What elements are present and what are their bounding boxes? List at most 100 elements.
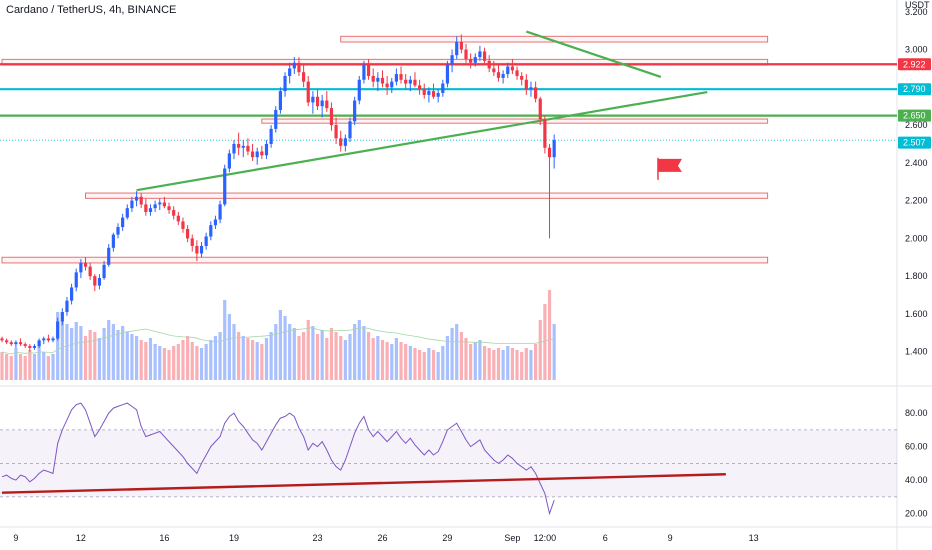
candle [186,225,190,243]
candle [492,60,496,76]
volume-bar [204,344,208,380]
volume-bar [404,344,408,380]
time-tick-label: 13 [749,533,759,543]
candle [51,336,55,343]
volume-ma-line [1,327,555,355]
candle [0,336,4,343]
candle [473,53,477,67]
trendline [525,30,662,78]
candle-body [464,49,468,59]
volume-bar [190,342,194,380]
candle-body [0,338,4,341]
candle [510,58,514,75]
candle-body [186,228,190,239]
volume-bar [380,340,385,380]
candle-body [339,138,343,146]
volume-bar [97,338,102,380]
time-tick-label: 26 [377,533,387,543]
candle [329,102,334,131]
candle-body [418,85,422,90]
candle [102,261,106,280]
volume-bar [297,336,301,380]
volume-bar [250,340,255,380]
volume-bar [37,344,41,380]
volume-bar [148,338,153,380]
candle-body [260,151,264,156]
time-tick-label: 12 [76,533,86,543]
candle [385,75,389,95]
volume-bar [385,342,389,380]
candle [23,342,27,348]
volume-bar [227,314,231,380]
candle [65,296,69,316]
candle [237,132,241,156]
rsi-tick-label: 80.00 [905,408,928,418]
candle-body [213,219,218,226]
candle [14,340,18,348]
volume-bar [339,336,343,380]
volume-bar [478,340,482,380]
candle-body [376,77,380,82]
candle-body [60,312,64,322]
candle-body [223,168,227,205]
candle [250,143,255,161]
candle-body [404,79,408,84]
volume-bar [79,326,83,380]
volume-bar [348,334,352,380]
candle [306,75,310,107]
candle-body [79,262,83,273]
candle-body [459,41,463,50]
volume-bar [529,350,533,380]
candle-body [93,276,97,286]
volume-bar [42,352,46,380]
price-tick-label: 1.400 [905,347,928,357]
candle [445,60,450,88]
candle [162,196,166,209]
volume-bar [441,346,445,380]
volume-bar [450,328,454,380]
candle [543,115,547,154]
candle-body [102,264,106,279]
volume-bar [107,320,111,380]
candle-body [195,245,199,254]
candle [153,200,157,212]
candle-body [311,96,315,103]
volume-bar [28,350,32,380]
volume-bar [9,356,13,380]
price-tag-label: 2.922 [903,59,926,69]
flag-icon [657,158,682,172]
candle-body [139,196,143,205]
candle-body [538,98,542,120]
candle-body [455,41,459,56]
candle [56,317,60,341]
candle [501,70,505,84]
volume-bar [209,340,213,380]
price-tag [898,58,931,71]
candle-body [353,100,357,122]
candle [390,77,394,93]
candle-body [97,278,102,286]
candle [209,221,213,241]
volume-bar [487,348,491,380]
volume-bar [376,336,380,380]
candle-body [18,342,23,345]
volume-bar [176,344,180,380]
candle-body [334,125,338,139]
candle-body [445,64,450,84]
candle [18,338,23,347]
candle [134,191,139,207]
candle [83,257,88,271]
candle-body [9,342,13,345]
candle [506,62,510,78]
volume-bar [501,350,505,380]
candle-body [385,83,389,88]
volume-bar [464,338,468,380]
candle [139,193,143,209]
candle [218,200,222,224]
volume-bar [343,340,347,380]
candle-body [148,208,153,212]
volume-bar [14,348,18,380]
candle [88,262,92,280]
volume-bar [306,320,310,380]
